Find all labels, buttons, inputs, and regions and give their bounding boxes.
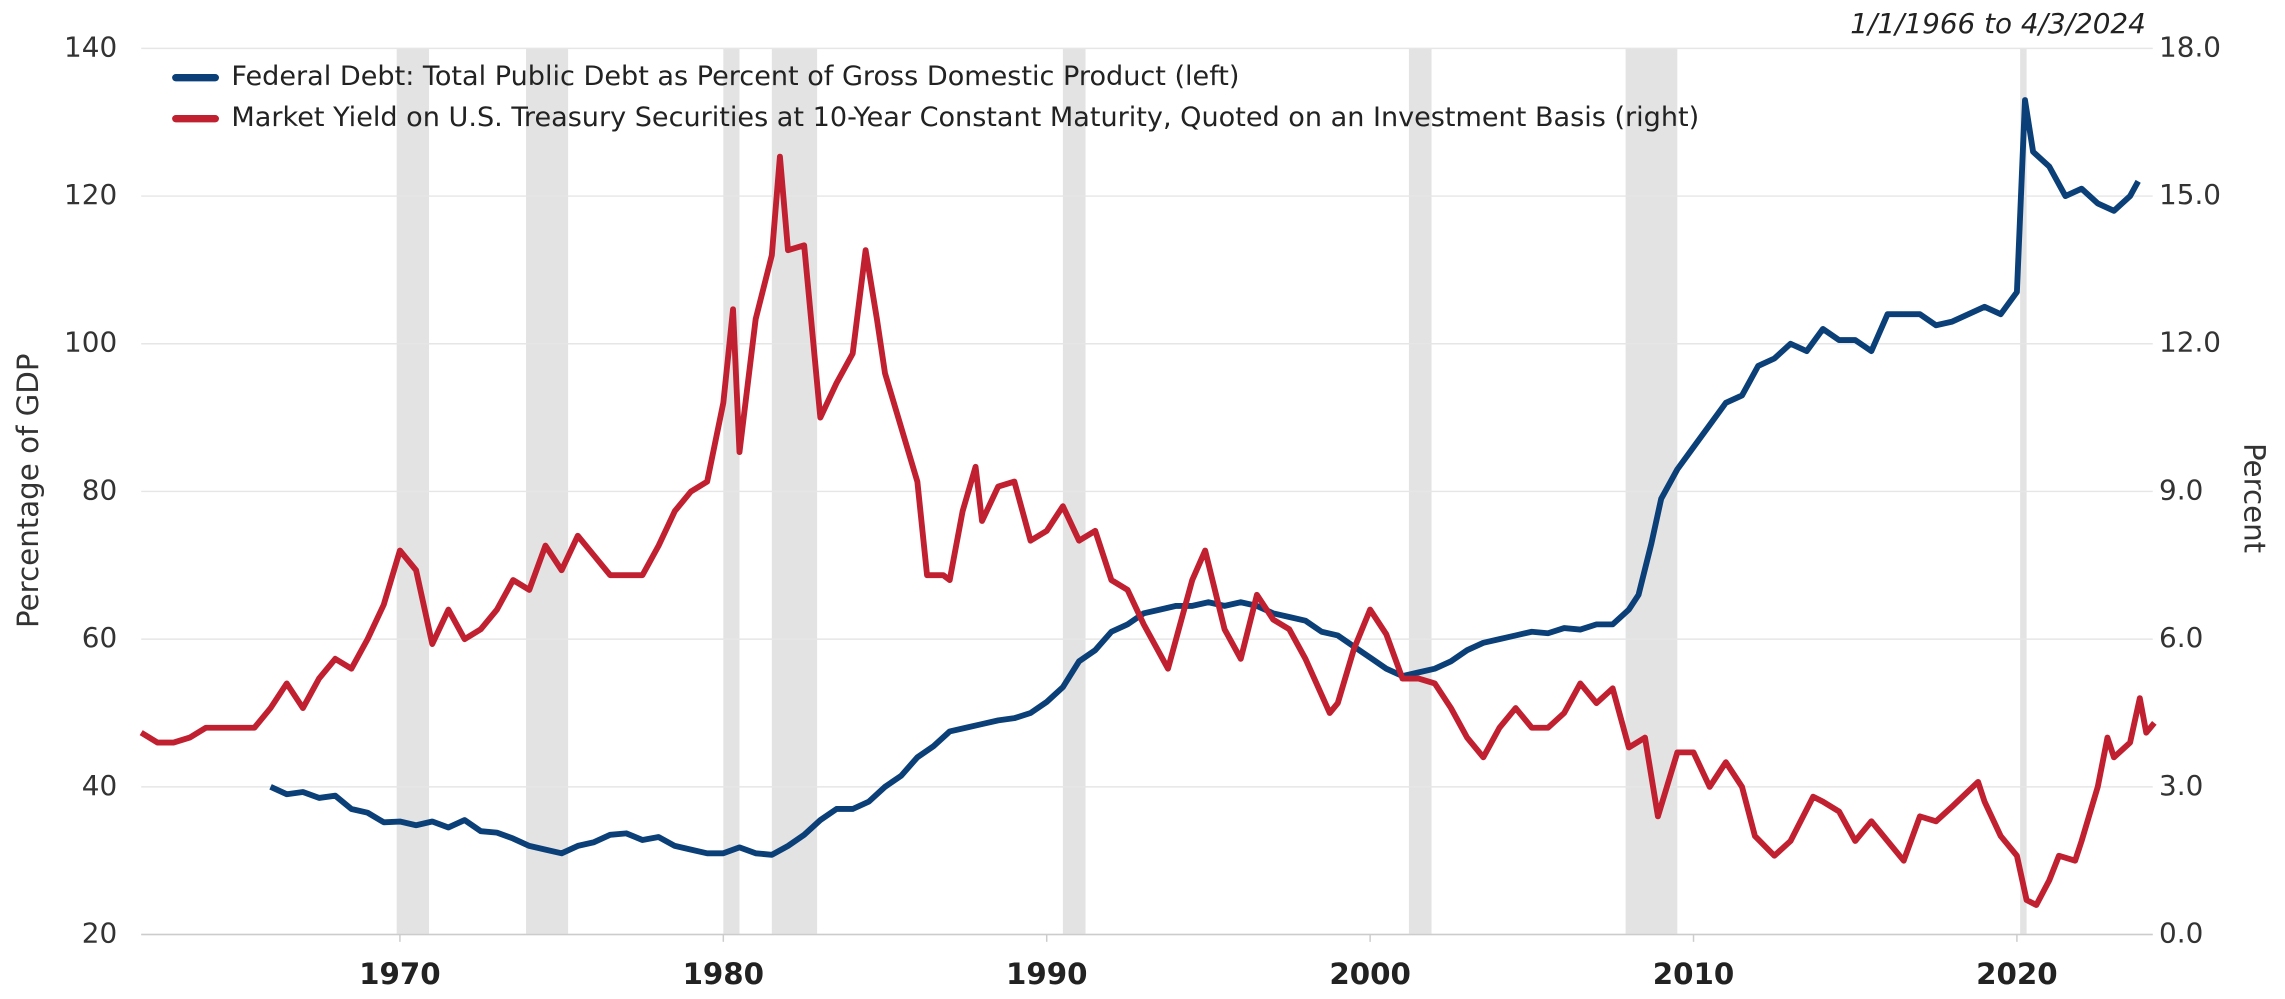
y-tick-label: 140	[64, 30, 117, 63]
x-tick-label: 2010	[1653, 957, 1735, 991]
y2-tick-label: 12.0	[2159, 326, 2221, 359]
y2-tick-label: 0.0	[2159, 917, 2203, 950]
series-line	[269, 97, 2141, 858]
x-tick-label: 2020	[1976, 957, 2058, 991]
y-tick-label: 120	[64, 178, 117, 211]
x-tick-label: 1970	[359, 957, 441, 991]
y-tick-label: 100	[64, 326, 117, 359]
y-tick-label: 60	[82, 621, 117, 654]
y-tick-label: 40	[82, 769, 117, 802]
y2-tick-label: 15.0	[2159, 178, 2221, 211]
y2-tick-label: 18.0	[2159, 30, 2221, 63]
x-tick-label: 1990	[1006, 957, 1088, 991]
legend-label: Federal Debt: Total Public Debt as Perce…	[231, 61, 1239, 92]
y-tick-label: 20	[82, 917, 117, 950]
y2-tick-label: 6.0	[2159, 621, 2203, 654]
series-line	[139, 153, 2157, 908]
y-tick-label: 80	[82, 473, 117, 506]
y2-tick-label: 9.0	[2159, 473, 2203, 506]
date-range: 1/1/1966 to 4/3/2024	[1850, 7, 2146, 40]
x-tick-label: 2000	[1329, 957, 1410, 991]
y-axis-label: Percentage of GDP	[11, 353, 45, 627]
y2-axis-label: Percent	[2237, 443, 2271, 553]
x-tick-label: 1980	[683, 957, 764, 991]
legend-label: Market Yield on U.S. Treasury Securities…	[231, 102, 1699, 133]
y2-tick-label: 3.0	[2159, 769, 2203, 802]
